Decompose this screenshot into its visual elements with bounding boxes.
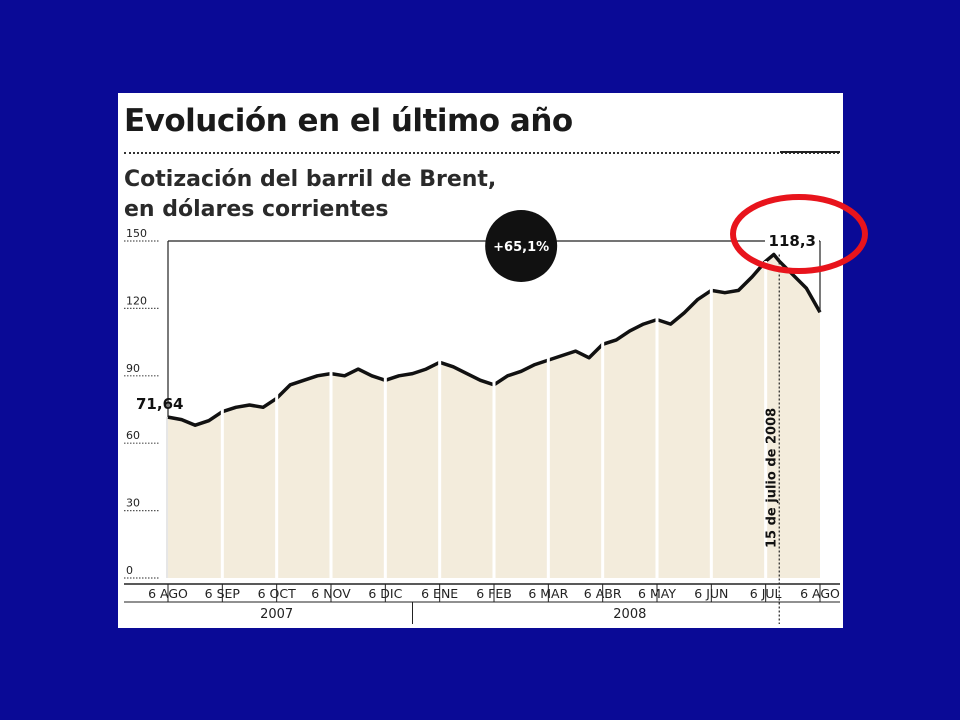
x-tick-label: 6 NOV [311,586,351,601]
x-tick-label: 6 JUL [750,586,782,601]
start-value-label: 71,64 [136,395,183,413]
x-tick-label: 6 JUN [694,586,728,601]
chart-title: Evolución en el último año [124,103,573,139]
y-tick-label: 150 [126,227,147,240]
x-tick-label: 6 AGO [800,586,840,601]
subtitle-line-1: Cotización del barril de Brent, [124,167,497,192]
y-tick-label: 30 [126,497,140,510]
x-tick-label: 6 ABR [584,586,622,601]
subtitle-line-2: en dólares corrientes [124,197,389,222]
x-tick-label: 6 MAY [638,586,676,601]
year-label: 2008 [613,607,646,622]
change-badge-label: +65,1% [493,240,549,255]
y-tick-label: 60 [126,429,140,442]
y-tick-label: 120 [126,294,147,307]
price-chart: 6 AGO 6 SEP 6 OCT 6 NOV 6 DIC 6 ENE 6 FEB 6 MAR… [124,210,840,624]
x-tick-label: 6 SEP [205,586,241,601]
y-tick-label: 0 [126,564,133,577]
x-tick-label: 6 FEB [476,586,512,601]
x-tick-label: 6 MAR [528,586,568,601]
x-tick-label: 6 ENE [421,586,458,601]
grid-bands [220,261,768,578]
y-tick-label: 90 [126,362,140,375]
x-tick-label: 6 DIC [368,586,402,601]
peak-date-label: 15 de julio de 2008 [764,408,779,548]
chart-subtitle: Cotización del barril de Brent, en dólar… [124,165,496,225]
year-label: 2007 [260,607,293,622]
change-badge [485,210,558,282]
x-tick-label: 6 OCT [258,586,296,601]
peak-value-label: 118,3 [769,232,816,250]
year-labels: 2007 2008 [260,602,646,624]
y-axis: 0 30 60 90 120 150 [124,227,168,579]
price-line [167,252,822,427]
chart-panel: Evolución en el último año Cotización de… [118,93,843,628]
title-divider [124,152,839,154]
title-divider-end [780,151,840,153]
x-tick-label: 6 AGO [148,586,188,601]
x-axis: 6 AGO 6 SEP 6 OCT 6 NOV 6 DIC 6 ENE 6 FEB 6 MAR… [124,583,840,603]
